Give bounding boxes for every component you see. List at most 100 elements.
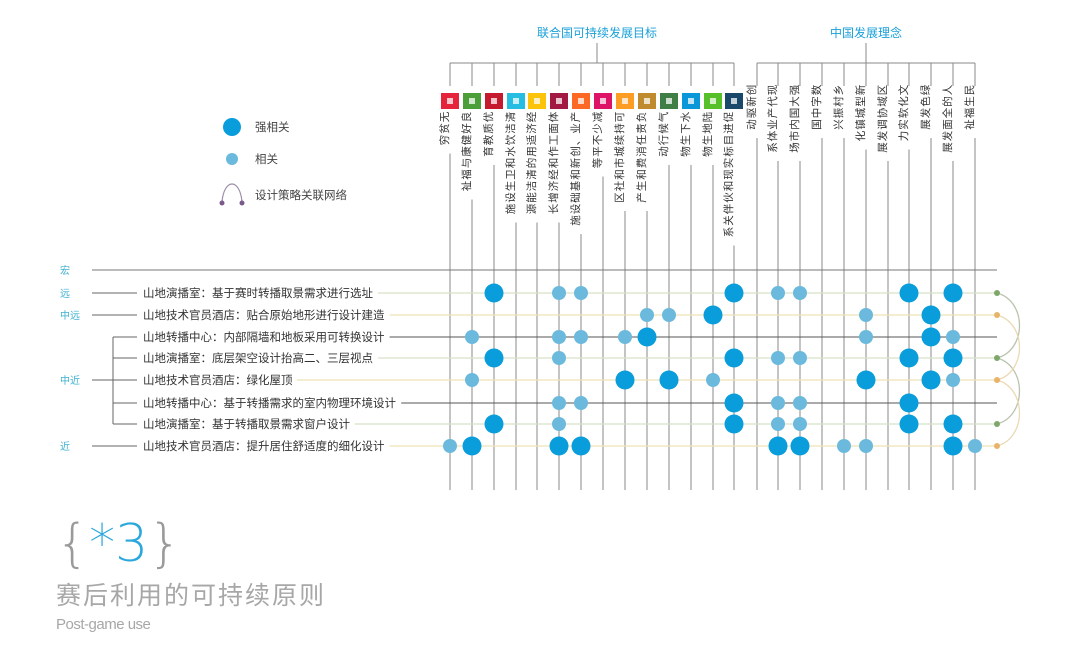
svg-text:大: 大 <box>788 96 801 107</box>
svg-text:增: 增 <box>547 192 560 203</box>
svg-text:贫: 贫 <box>438 123 451 134</box>
strong-related-dot <box>921 370 941 390</box>
svg-text:源: 源 <box>525 203 538 214</box>
svg-text:振: 振 <box>832 107 845 118</box>
svg-text:生: 生 <box>635 181 648 192</box>
svg-text:新: 新 <box>569 157 582 168</box>
svg-text:施: 施 <box>504 203 517 214</box>
svg-text:祉: 祉 <box>964 119 976 130</box>
strong-related-dot <box>724 283 744 303</box>
strong-related-dot <box>943 283 963 303</box>
related-dot <box>946 330 960 344</box>
svg-text:人: 人 <box>942 84 954 95</box>
svg-text:和: 和 <box>614 169 626 180</box>
svg-text:可: 可 <box>614 112 626 123</box>
related-dot <box>771 417 785 431</box>
strong-related-dot <box>724 393 744 413</box>
related-dot <box>574 286 588 300</box>
related-dot <box>552 330 566 344</box>
related-dot <box>552 417 566 431</box>
svg-text:新: 新 <box>745 96 758 107</box>
network-arc <box>996 314 1020 381</box>
svg-text:作: 作 <box>548 146 560 157</box>
related-dot <box>793 396 807 410</box>
strong-related-dot <box>549 436 569 456</box>
svg-text:责: 责 <box>635 123 648 134</box>
svg-text:济: 济 <box>525 123 538 134</box>
svg-text:镇: 镇 <box>854 119 867 130</box>
svg-text:目: 目 <box>723 135 735 146</box>
svg-text:洁: 洁 <box>525 181 538 192</box>
strong-related-swatch <box>223 118 241 136</box>
svg-text:陆: 陆 <box>701 111 714 122</box>
svg-text:软: 软 <box>897 107 910 118</box>
svg-text:物: 物 <box>679 146 692 157</box>
svg-text:业: 业 <box>570 123 582 134</box>
svg-text:设: 设 <box>570 203 582 214</box>
svg-text:和: 和 <box>636 169 648 180</box>
network-arc <box>996 357 1020 425</box>
strong-related-dot <box>724 348 744 368</box>
svg-text:现: 现 <box>723 169 735 180</box>
svg-text:全: 全 <box>941 107 954 118</box>
svg-text:型: 型 <box>854 96 867 107</box>
strong-related-dot <box>943 436 963 456</box>
svg-text:体: 体 <box>548 111 560 122</box>
svg-text:内: 内 <box>788 119 801 130</box>
legend-strong-label: 强相关 <box>255 120 290 134</box>
svg-text:实: 实 <box>897 119 910 130</box>
svg-text:经: 经 <box>525 111 538 122</box>
svg-text:地: 地 <box>701 123 714 134</box>
svg-text:面: 面 <box>942 119 954 130</box>
svg-text:教: 教 <box>482 134 495 145</box>
strategy-network <box>994 290 1020 449</box>
svg-text:和: 和 <box>505 158 517 169</box>
network-arc <box>996 379 1020 447</box>
network-node <box>994 421 1000 427</box>
related-dot <box>552 396 566 410</box>
related-dot <box>793 286 807 300</box>
related-dot <box>574 330 588 344</box>
legend-network-label: 设计策略关联网络 <box>255 188 347 202</box>
svg-text:候: 候 <box>657 123 670 134</box>
related-dot <box>859 439 873 453</box>
svg-text:能: 能 <box>525 192 538 203</box>
svg-text:产: 产 <box>569 112 582 123</box>
strong-related-dot <box>921 305 941 325</box>
svg-text:好: 好 <box>461 123 473 134</box>
related-dot <box>552 351 566 365</box>
svg-text:标: 标 <box>723 146 735 157</box>
svg-text:强: 强 <box>789 84 801 95</box>
strong-related-dot <box>943 414 963 434</box>
svg-text:续: 续 <box>613 134 626 145</box>
related-dot <box>706 373 720 387</box>
network-node <box>994 355 1000 361</box>
svg-text:水: 水 <box>680 111 692 122</box>
svg-text:平: 平 <box>592 146 604 157</box>
svg-text:国: 国 <box>789 108 801 119</box>
svg-text:基: 基 <box>569 180 582 191</box>
strong-related-dot <box>462 436 482 456</box>
svg-text:区: 区 <box>614 192 626 203</box>
svg-text:不: 不 <box>592 134 604 145</box>
svg-text:代: 代 <box>767 96 779 107</box>
svg-text:经: 经 <box>547 169 560 180</box>
svg-text:工: 工 <box>548 135 560 146</box>
svg-text:生: 生 <box>679 135 692 146</box>
related-dot <box>793 417 807 431</box>
svg-text:实: 实 <box>722 158 735 169</box>
strong-related-dot <box>899 283 919 303</box>
svg-text:水: 水 <box>505 146 517 157</box>
svg-text:展: 展 <box>877 142 889 153</box>
